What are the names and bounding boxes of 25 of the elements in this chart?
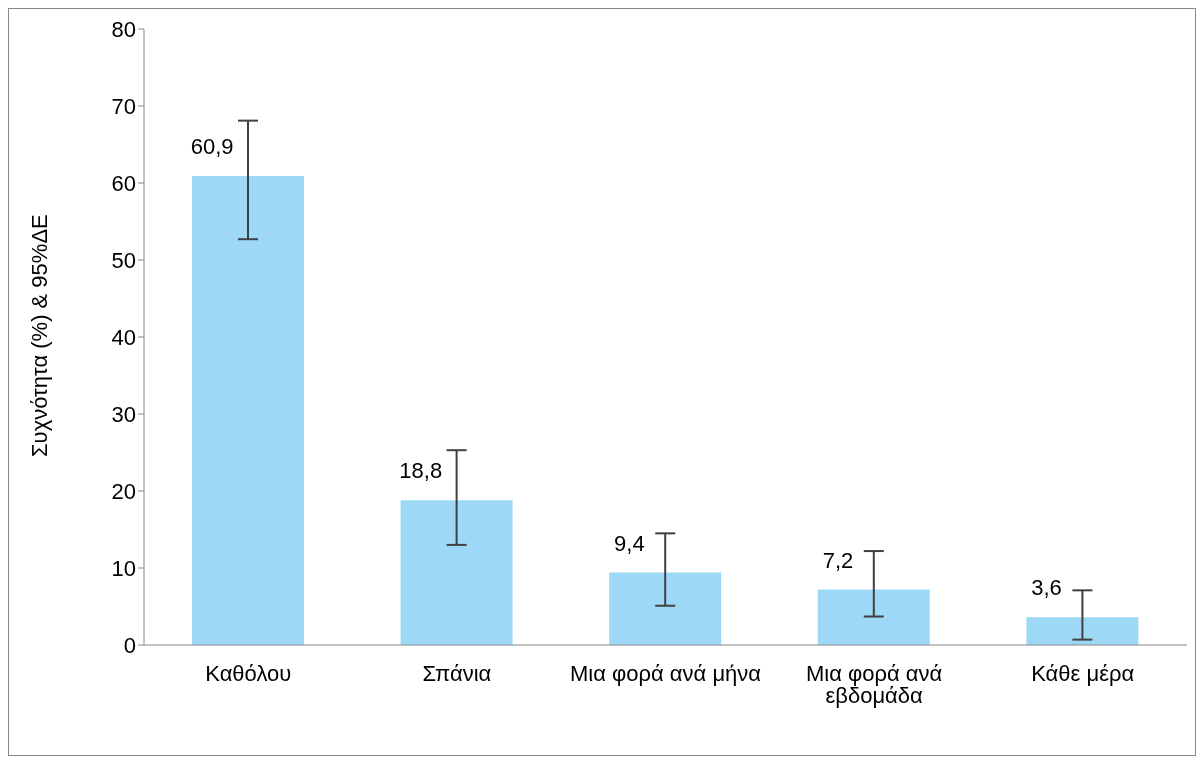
y-tick-label: 30 xyxy=(111,401,136,427)
data-label: 9,4 xyxy=(614,530,645,556)
bar xyxy=(609,572,722,645)
data-label: 7,2 xyxy=(822,547,854,573)
y-axis-title: Συχνότητα (%) & 95%ΔΕ xyxy=(26,214,52,457)
x-tick-label: Σπάνια xyxy=(422,660,492,686)
x-tick-label: Μια φορά ανά εβδομάδα xyxy=(805,660,943,708)
y-tick-label: 0 xyxy=(123,632,136,658)
y-tick-label: 10 xyxy=(111,555,136,581)
bar xyxy=(817,589,930,645)
x-tick-label: Καθόλου xyxy=(205,660,292,686)
x-tick-label: Μια φορά ανά μήνα xyxy=(569,660,762,686)
y-tick-label: 80 xyxy=(111,16,136,42)
x-tick-label: Κάθε μέρα xyxy=(1031,660,1135,686)
y-tick-label: 50 xyxy=(111,247,136,273)
y-tick-label: 40 xyxy=(111,324,136,350)
data-label: 60,9 xyxy=(190,134,234,160)
bar xyxy=(192,176,304,645)
y-tick-label: 60 xyxy=(111,170,136,196)
bar xyxy=(400,500,513,645)
data-label: 3,6 xyxy=(1031,575,1062,601)
y-tick-label: 70 xyxy=(111,93,136,119)
data-label: 18,8 xyxy=(399,458,443,484)
y-tick-label: 20 xyxy=(111,478,136,504)
bar xyxy=(1026,617,1139,645)
